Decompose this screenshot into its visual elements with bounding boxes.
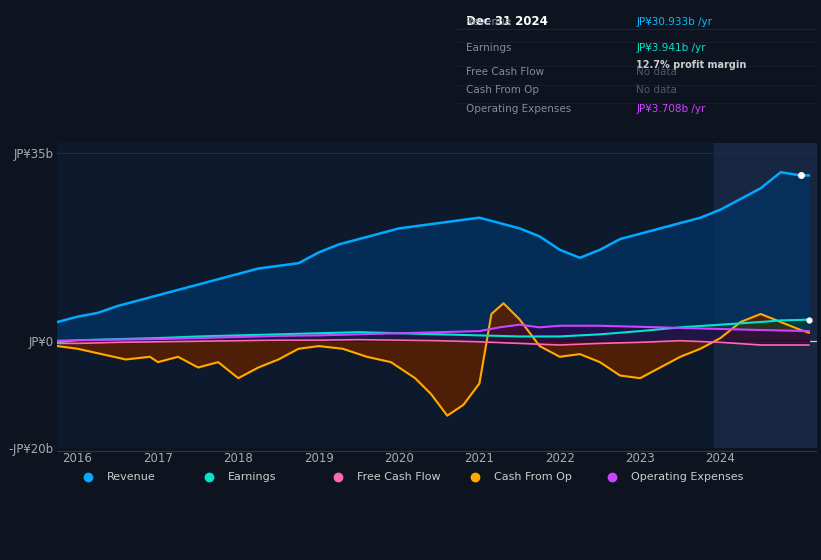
Text: Cash From Op: Cash From Op <box>466 85 539 95</box>
Text: No data: No data <box>636 85 677 95</box>
Text: Free Cash Flow: Free Cash Flow <box>466 67 544 77</box>
Text: JP¥30.933b /yr: JP¥30.933b /yr <box>636 17 713 27</box>
Text: Revenue: Revenue <box>466 17 511 27</box>
Text: Revenue: Revenue <box>107 472 156 482</box>
Text: Dec 31 2024: Dec 31 2024 <box>466 15 548 28</box>
Text: JP¥3.941b /yr: JP¥3.941b /yr <box>636 43 706 53</box>
Text: Earnings: Earnings <box>466 43 512 53</box>
Text: Free Cash Flow: Free Cash Flow <box>357 472 441 482</box>
Text: 12.7% profit margin: 12.7% profit margin <box>636 60 746 70</box>
Text: Earnings: Earnings <box>228 472 277 482</box>
Text: Cash From Op: Cash From Op <box>494 472 572 482</box>
Text: Operating Expenses: Operating Expenses <box>466 104 571 114</box>
Bar <box>714 143 817 448</box>
Text: JP¥3.708b /yr: JP¥3.708b /yr <box>636 104 706 114</box>
Text: No data: No data <box>636 67 677 77</box>
Text: Operating Expenses: Operating Expenses <box>631 472 743 482</box>
